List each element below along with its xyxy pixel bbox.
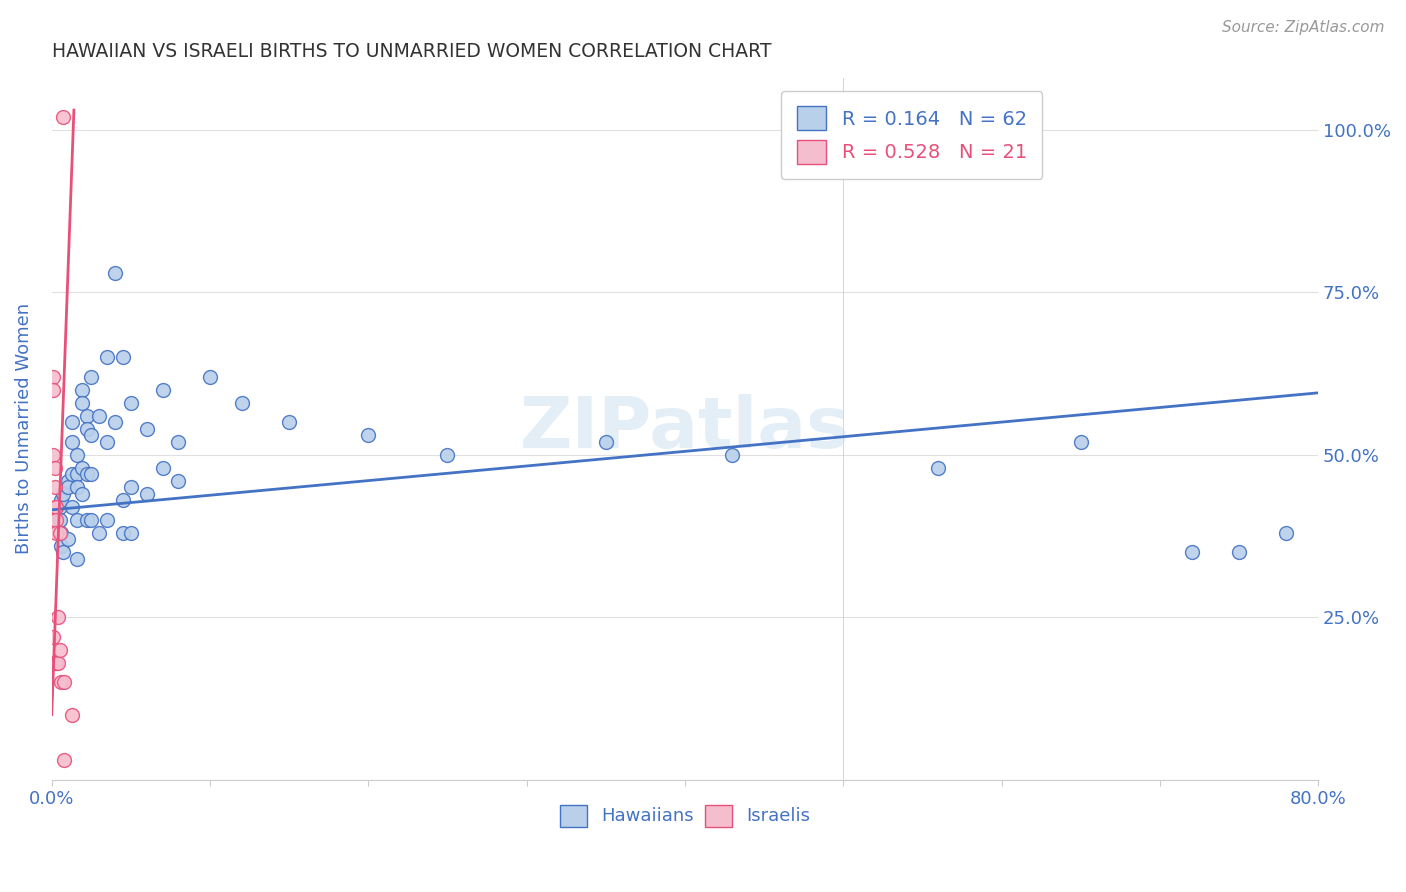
- Point: [53, 675, 76, 690]
- Point: [927, 460, 949, 475]
- Point: [46, 610, 69, 624]
- Legend: Hawaiians, Israelis: Hawaiians, Israelis: [553, 797, 817, 834]
- Point: [45, 500, 67, 514]
- Point: [76, 513, 98, 527]
- Point: [56, 480, 79, 494]
- Point: [52, 486, 75, 500]
- Point: [44, 480, 66, 494]
- Point: [89, 409, 111, 423]
- Point: [595, 434, 617, 449]
- Point: [135, 421, 157, 435]
- Point: [96, 434, 118, 449]
- Point: [52, 110, 75, 124]
- Point: [111, 493, 134, 508]
- Point: [80, 467, 103, 482]
- Point: [1180, 545, 1202, 559]
- Point: [198, 369, 221, 384]
- Point: [52, 545, 75, 559]
- Point: [104, 415, 127, 429]
- Point: [44, 500, 66, 514]
- Point: [60, 434, 83, 449]
- Point: [80, 513, 103, 527]
- Point: [721, 448, 744, 462]
- Point: [56, 532, 79, 546]
- Point: [48, 500, 70, 514]
- Point: [45, 525, 67, 540]
- Point: [70, 395, 93, 409]
- Point: [1275, 525, 1298, 540]
- Point: [60, 415, 83, 429]
- Point: [51, 675, 73, 690]
- Y-axis label: Births to Unmarried Women: Births to Unmarried Women: [15, 303, 32, 554]
- Point: [60, 707, 83, 722]
- Point: [111, 350, 134, 364]
- Point: [70, 486, 93, 500]
- Point: [42, 383, 65, 397]
- Point: [51, 525, 73, 540]
- Point: [152, 460, 174, 475]
- Point: [44, 460, 66, 475]
- Text: ZIPatlas: ZIPatlas: [520, 394, 851, 463]
- Point: [436, 448, 458, 462]
- Point: [152, 383, 174, 397]
- Point: [66, 467, 89, 482]
- Point: [120, 395, 142, 409]
- Point: [42, 448, 65, 462]
- Point: [42, 656, 65, 670]
- Point: [231, 395, 253, 409]
- Point: [357, 428, 380, 442]
- Point: [42, 369, 65, 384]
- Point: [42, 630, 65, 644]
- Point: [66, 480, 89, 494]
- Point: [104, 266, 127, 280]
- Point: [45, 513, 67, 527]
- Point: [60, 500, 83, 514]
- Point: [1227, 545, 1250, 559]
- Point: [66, 513, 89, 527]
- Point: [53, 753, 76, 767]
- Point: [48, 525, 70, 540]
- Point: [70, 460, 93, 475]
- Point: [96, 350, 118, 364]
- Point: [56, 474, 79, 488]
- Point: [48, 642, 70, 657]
- Text: Source: ZipAtlas.com: Source: ZipAtlas.com: [1222, 20, 1385, 35]
- Point: [167, 434, 190, 449]
- Point: [76, 467, 98, 482]
- Point: [76, 421, 98, 435]
- Point: [167, 474, 190, 488]
- Point: [66, 448, 89, 462]
- Point: [278, 415, 301, 429]
- Point: [70, 383, 93, 397]
- Point: [46, 656, 69, 670]
- Point: [48, 513, 70, 527]
- Point: [80, 369, 103, 384]
- Point: [1070, 434, 1092, 449]
- Text: HAWAIIAN VS ISRAELI BIRTHS TO UNMARRIED WOMEN CORRELATION CHART: HAWAIIAN VS ISRAELI BIRTHS TO UNMARRIED …: [52, 42, 772, 61]
- Point: [51, 493, 73, 508]
- Point: [60, 467, 83, 482]
- Point: [96, 513, 118, 527]
- Point: [135, 486, 157, 500]
- Point: [120, 525, 142, 540]
- Point: [89, 525, 111, 540]
- Point: [120, 480, 142, 494]
- Point: [51, 539, 73, 553]
- Point: [111, 525, 134, 540]
- Point: [76, 409, 98, 423]
- Point: [80, 428, 103, 442]
- Point: [45, 656, 67, 670]
- Point: [66, 551, 89, 566]
